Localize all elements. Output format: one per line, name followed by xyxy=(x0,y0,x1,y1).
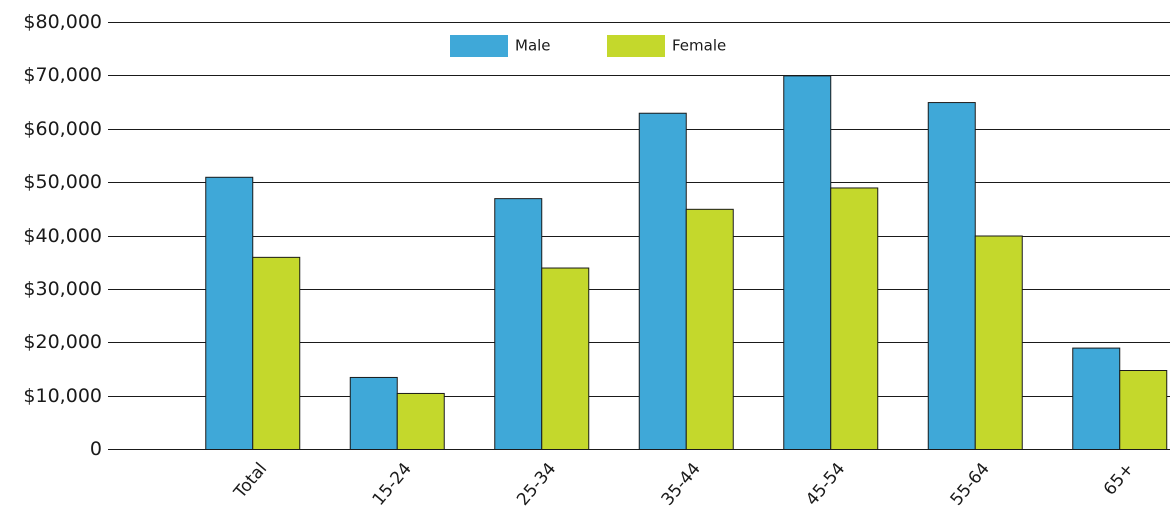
y-tick-label: $70,000 xyxy=(23,64,102,86)
legend-label-male: Male xyxy=(515,37,551,55)
x-tick-label: 25-34 xyxy=(513,459,560,510)
y-tick-label: $30,000 xyxy=(23,278,102,300)
legend: Male Female xyxy=(450,35,726,57)
bar-female-25-34 xyxy=(541,267,590,450)
legend-label-female: Female xyxy=(672,37,726,55)
x-tick-label: 65+ xyxy=(1100,459,1138,499)
legend-swatch-female xyxy=(607,35,665,57)
y-tick-label: $10,000 xyxy=(23,385,102,407)
y-tick-label: $80,000 xyxy=(23,11,102,33)
y-axis-tick-labels: 0 $10,000 $20,000 $30,000 $40,000 $50,000 $60,… xyxy=(23,11,102,460)
x-tick-label: Total xyxy=(230,459,271,503)
x-tick-label: 45-54 xyxy=(802,459,849,510)
y-tick-label: 0 xyxy=(90,438,102,460)
x-tick-label: 15-24 xyxy=(369,459,416,510)
bar-female-total xyxy=(252,256,301,450)
legend-swatch-male xyxy=(450,35,508,57)
bar-female-35-44 xyxy=(685,208,734,450)
bar-male-45-54 xyxy=(783,75,832,450)
x-tick-label: 35-44 xyxy=(658,459,705,510)
bar-female-45-54 xyxy=(830,187,879,450)
bar-male-55-64 xyxy=(927,102,976,450)
bar-female-55-64 xyxy=(974,235,1023,450)
bar-male-65+ xyxy=(1072,347,1121,450)
bar-male-25-34 xyxy=(494,198,543,450)
bar-male-15-24 xyxy=(349,376,398,451)
bar-female-65+ xyxy=(1119,370,1168,451)
y-tick-label: $60,000 xyxy=(23,118,102,140)
y-tick-label: $40,000 xyxy=(23,225,102,247)
y-tick-label: $50,000 xyxy=(23,171,102,193)
bar-female-15-24 xyxy=(396,392,445,450)
bar-male-total xyxy=(205,176,254,450)
bar-male-35-44 xyxy=(638,112,687,451)
bars xyxy=(205,75,1168,451)
x-tick-label: 55-64 xyxy=(947,459,994,510)
y-tick-label: $20,000 xyxy=(23,331,102,353)
x-axis-tick-labels: Total 15-24 25-34 35-44 45-54 55-64 65+ xyxy=(230,459,1138,510)
